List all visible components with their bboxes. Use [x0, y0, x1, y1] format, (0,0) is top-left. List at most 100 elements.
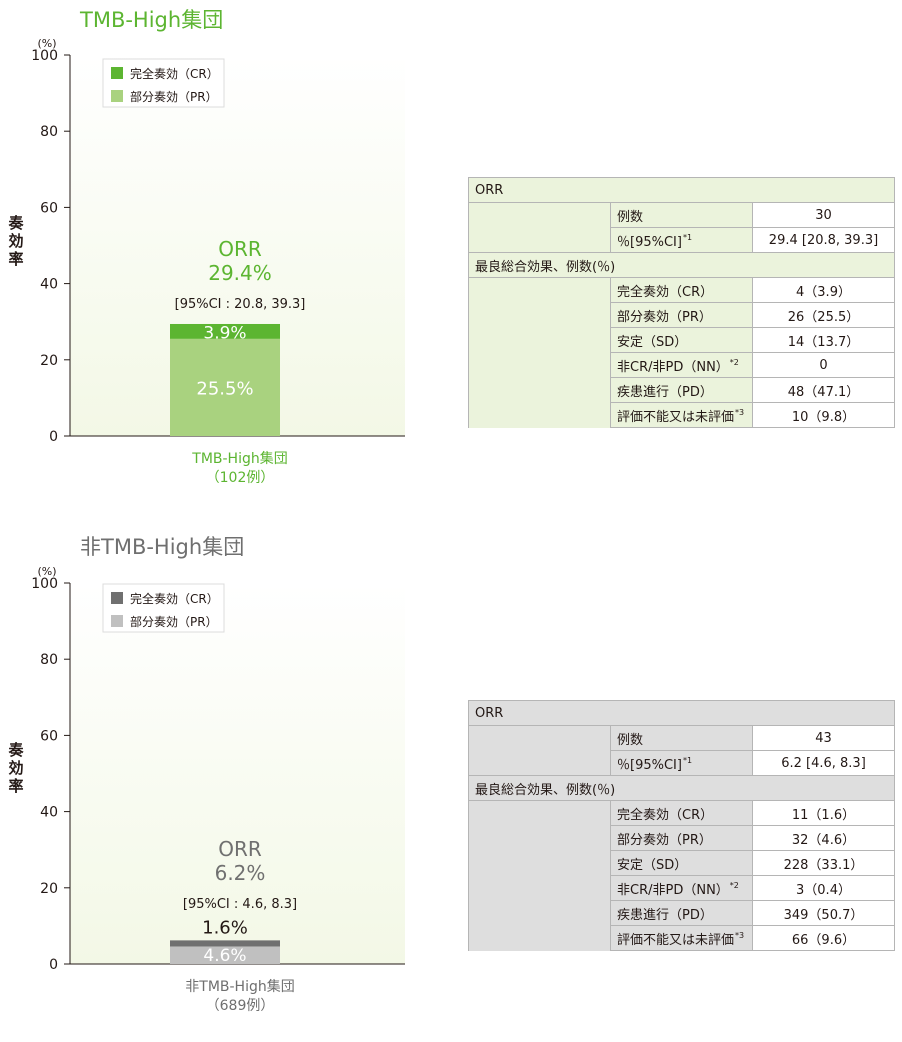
row-label: 部分奏効（PR）	[610, 302, 753, 328]
y-tick-label: 100	[31, 576, 58, 592]
legend-label: 完全奏効（CR）	[130, 591, 219, 606]
tmb-high-chart: 0 20 40 60 80 100(%) 奏効率 完全奏効（CR） 部分奏効（PR） 25.5% 3…	[7, 37, 405, 486]
y-unit-label: (%)	[37, 37, 56, 50]
section-label: 最良総合効果、例数(％)	[468, 252, 895, 278]
row-label: 例数	[610, 725, 753, 751]
bar-segment-pr	[170, 338, 280, 436]
legend-box	[102, 583, 225, 633]
bar-label-cr: 1.6%	[202, 917, 248, 938]
y-tick-label: 60	[40, 728, 58, 744]
row-value: 29.4 [20.8, 39.3]	[752, 227, 895, 253]
legend-swatch	[111, 592, 123, 604]
table-row: 非CR/非PD（NN）*2 3（0.4）	[468, 875, 895, 901]
plot-area	[70, 583, 405, 964]
table-row: 部分奏効（PR） 32（4.6）	[468, 825, 895, 851]
x-category-sublabel: （102例）	[206, 470, 275, 486]
bar-segment-pr	[170, 946, 280, 964]
row-value: 66（9.6）	[752, 925, 895, 951]
panel-title: TMB-High集団	[80, 8, 224, 32]
table-section-header: 最良総合効果、例数(％)	[468, 252, 895, 278]
row-label: 安定（SD）	[610, 850, 753, 876]
row-value: 4（3.9）	[752, 277, 895, 303]
legend-label: 完全奏効（CR）	[130, 66, 219, 81]
bar-label-cr: 3.9%	[203, 323, 246, 343]
row-label: 疾患進行（PD）	[610, 377, 753, 403]
row-value: 349（50.7）	[752, 900, 895, 926]
row-value: 228（33.1）	[752, 850, 895, 876]
legend-swatch	[111, 90, 123, 102]
section-label: 最良総合効果、例数(％)	[468, 775, 895, 801]
non-tmb-high-panel: 非TMB-High集団 0 20 40 60 80 100 (%) 奏効率 完全奏効（CR） 部分…	[0, 527, 902, 1042]
legend-swatch	[111, 615, 123, 627]
row-value: 26（25.5）	[752, 302, 895, 328]
orr-value: 29.4%	[208, 261, 272, 285]
table-row: 例数 30	[468, 202, 895, 228]
table-row: 例数 43	[468, 725, 895, 751]
row-value: 3（0.4）	[752, 875, 895, 901]
non-tmb-high-table: ORR 例数 43 ％[95%CI]*1 6.2 [4.6, 8.3] 最良総合…	[468, 700, 895, 951]
table-row: ％[95%CI]*1 29.4 [20.8, 39.3]	[468, 227, 895, 253]
table-row: 安定（SD） 14（13.7）	[468, 327, 895, 353]
row-value: 6.2 [4.6, 8.3]	[752, 750, 895, 776]
y-tick-label: 40	[40, 805, 58, 821]
y-tick-label: 0	[49, 957, 58, 973]
row-label: ％[95%CI]*1	[610, 227, 753, 253]
tmb-high-table: ORR 例数 30 ％[95%CI]*1 29.4 [20.8, 39.3] 最…	[468, 177, 895, 428]
section-label: ORR	[468, 177, 895, 203]
y-tick-label: 80	[40, 124, 58, 140]
y-axis-label: 奏効率	[7, 741, 24, 795]
bar-label-pr: 4.6%	[203, 946, 246, 966]
row-value: 14（13.7）	[752, 327, 895, 353]
panel-title: 非TMB-High集団	[80, 535, 245, 559]
row-label: 非CR/非PD（NN）*2	[610, 875, 753, 901]
row-label: 安定（SD）	[610, 327, 753, 353]
y-tick-label: 100	[31, 48, 58, 64]
y-tick-label: 20	[40, 353, 58, 369]
row-label: ％[95%CI]*1	[610, 750, 753, 776]
row-label: 評価不能又は未評価*3	[610, 925, 753, 951]
table-row: 疾患進行（PD） 48（47.1）	[468, 377, 895, 403]
non-tmb-high-chart: 0 20 40 60 80 100(%) 奏効率 完全奏効（CR） 部分奏効（PR） 4.6% 1.…	[7, 565, 405, 1014]
table-row: 評価不能又は未評価*3 66（9.6）	[468, 925, 895, 951]
row-value: 48（47.1）	[752, 377, 895, 403]
table-row: 完全奏効（CR） 4（3.9）	[468, 277, 895, 303]
table-row: 完全奏効（CR） 11（1.6）	[468, 800, 895, 826]
legend-swatch	[111, 67, 123, 79]
table-row: 評価不能又は未評価*3 10（9.8）	[468, 402, 895, 428]
row-label: 部分奏効（PR）	[610, 825, 753, 851]
tmb-high-panel: TMB-High集団 0 20 40 60 80 100 (%) 奏効率 完全奏効（CR） 部分奏…	[0, 0, 902, 515]
row-label: 非CR/非PD（NN）*2	[610, 352, 753, 378]
table-row: 安定（SD） 228（33.1）	[468, 850, 895, 876]
table-section-header: ORR	[468, 177, 895, 203]
section-label: ORR	[468, 700, 895, 726]
y-tick-label: 20	[40, 881, 58, 897]
table-section-header: ORR	[468, 700, 895, 726]
x-category-sublabel: （689例）	[206, 998, 275, 1014]
orr-label: ORR	[218, 237, 262, 261]
legend-label: 部分奏効（PR）	[130, 89, 218, 104]
y-unit-label: (%)	[37, 565, 56, 578]
bar-segment-cr	[170, 940, 280, 947]
row-value: 0	[752, 352, 895, 378]
row-label: 完全奏効（CR）	[610, 277, 753, 303]
y-tick-label: 80	[40, 652, 58, 668]
row-value: 10（9.8）	[752, 402, 895, 428]
row-label: 例数	[610, 202, 753, 228]
y-tick-label: 40	[40, 277, 58, 293]
bar-label-pr: 25.5%	[196, 378, 253, 399]
table-row: 疾患進行（PD） 349（50.7）	[468, 900, 895, 926]
table-row: 部分奏効（PR） 26（25.5）	[468, 302, 895, 328]
orr-ci: [95%CI : 4.6, 8.3]	[183, 897, 297, 912]
row-label: 完全奏効（CR）	[610, 800, 753, 826]
legend-label: 部分奏効（PR）	[130, 614, 218, 629]
y-tick-label: 0	[49, 429, 58, 445]
orr-ci: [95%CI : 20.8, 39.3]	[175, 297, 306, 312]
row-value: 11（1.6）	[752, 800, 895, 826]
y-axis-label: 奏効率	[7, 214, 24, 268]
row-value: 30	[752, 202, 895, 228]
table-section-header: 最良総合効果、例数(％)	[468, 775, 895, 801]
orr-value: 6.2%	[215, 861, 266, 885]
table-row: 非CR/非PD（NN）*2 0	[468, 352, 895, 378]
y-tick-label: 60	[40, 200, 58, 216]
row-label: 疾患進行（PD）	[610, 900, 753, 926]
